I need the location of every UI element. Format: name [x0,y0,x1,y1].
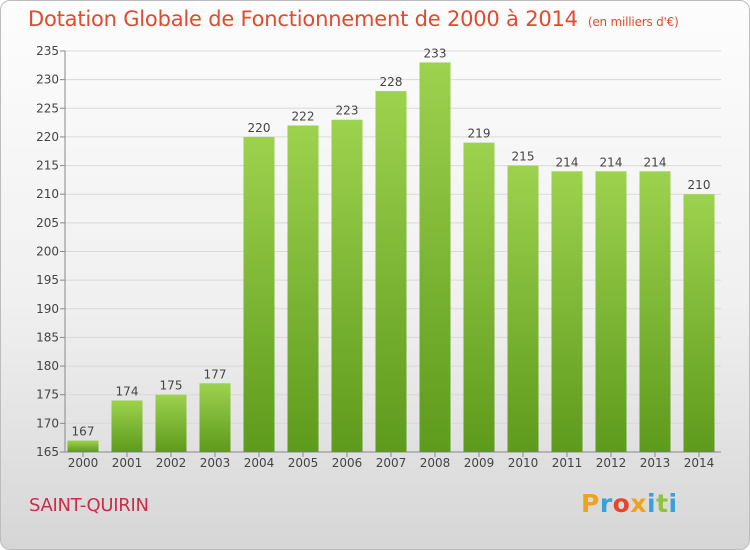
x-tick-label: 2007 [376,456,407,470]
bar [463,142,495,452]
x-tick-label: 2004 [244,456,275,470]
data-label: 210 [688,178,711,192]
x-tick-label: 2010 [508,456,539,470]
x-tick-label: 2012 [596,456,627,470]
data-label: 214 [600,155,623,169]
bar [375,91,407,452]
y-tick-label: 165 [36,445,59,459]
x-tick-label: 2002 [156,456,187,470]
title-text: Dotation Globale de Fonctionnement de 20… [28,7,578,31]
bar [287,125,319,452]
x-tick-label: 2011 [552,456,583,470]
x-tick-label: 2008 [420,456,451,470]
y-tick-label: 220 [36,130,59,144]
y-tick-label: 200 [36,245,59,259]
bar [67,440,99,452]
bar [243,136,275,452]
logo-letter: P [581,489,600,518]
data-label: 228 [380,75,403,89]
y-tick-label: 235 [36,44,59,58]
bar [639,171,671,453]
y-tick-label: 195 [36,273,59,287]
y-tick-label: 180 [36,359,59,373]
y-tick-label: 230 [36,73,59,87]
unit-label: (en milliers d'€) [587,15,679,29]
y-tick-label: 210 [36,187,59,201]
bar [111,400,143,452]
y-tick-label: 185 [36,330,59,344]
data-label: 214 [644,155,667,169]
logo-letter: o [612,489,631,518]
chart-title: Dotation Globale de Fonctionnement de 20… [28,7,679,31]
x-tick-label: 2009 [464,456,495,470]
data-label: 219 [468,127,491,141]
bar [683,194,715,452]
commune-name: SAINT-QUIRIN [29,495,149,516]
logo-letter: i [647,489,657,518]
y-tick-label: 190 [36,302,59,316]
x-tick-label: 2014 [684,456,715,470]
proxiti-logo[interactable]: Proxiti [581,489,678,518]
x-tick-label: 2006 [332,456,363,470]
x-tick-label: 2001 [112,456,143,470]
data-label: 222 [292,109,315,123]
bar [595,171,627,453]
data-label: 167 [72,425,95,439]
x-tick-label: 2000 [68,456,99,470]
data-label: 214 [556,155,579,169]
data-label: 175 [160,379,183,393]
bar [155,394,187,452]
bar [551,171,583,453]
data-label: 223 [336,104,359,118]
data-label: 233 [424,46,447,60]
logo-letter: x [630,489,647,518]
bars [67,62,715,453]
logo-letter: t [656,489,669,518]
x-tick-label: 2013 [640,456,671,470]
y-tick-label: 170 [36,416,59,430]
logo-letter: r [599,489,613,518]
y-tick-label: 175 [36,388,59,402]
bar [199,383,231,452]
bar [331,119,363,452]
data-label: 174 [116,384,139,398]
logo-letter: i [668,489,678,518]
y-tick-label: 205 [36,216,59,230]
axes: 165 170 175 180 185 190 195 200 205 210 215 220 225 2… [36,44,721,470]
bar [507,165,539,453]
data-labels: 167 174 175 177 220 222 223 228 233 219 215 214 214 2… [72,46,711,438]
y-tick-label: 225 [36,101,59,115]
bar [419,62,451,452]
data-label: 177 [204,367,227,381]
data-label: 220 [248,121,271,135]
x-tick-label: 2003 [200,456,231,470]
data-label: 215 [512,150,535,164]
y-tick-label: 215 [36,159,59,173]
x-tick-label: 2005 [288,456,319,470]
